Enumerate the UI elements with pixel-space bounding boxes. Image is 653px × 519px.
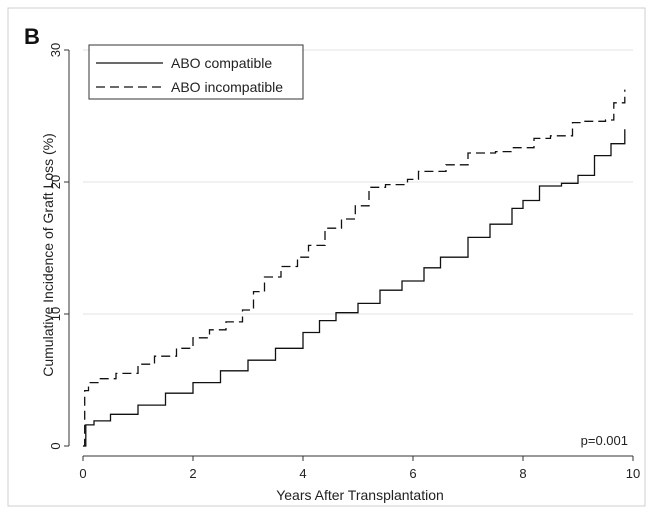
legend-box	[88, 44, 304, 100]
x-tick-label-2: 2	[189, 466, 196, 481]
x-tick-label-10: 10	[626, 466, 640, 481]
panel-label: B	[24, 24, 40, 49]
y-tick-label-30: 30	[48, 43, 63, 57]
y-axis-label: Cumulative Incidence of Graft Loss (%)	[40, 133, 56, 377]
x-axis-label: Years After Transplantation	[276, 487, 444, 503]
series-layer	[83, 89, 626, 447]
x-tick-label-6: 6	[409, 466, 416, 481]
figure-border	[7, 7, 646, 507]
y-tick-label-0: 0	[48, 442, 63, 449]
x-tick-label-8: 8	[519, 466, 526, 481]
legend-label-abo-incompatible: ABO incompatible	[171, 79, 283, 95]
axes: 0 10 20 30 0 2 4 6 8 10	[48, 43, 640, 481]
legend-label-abo-compatible: ABO compatible	[171, 55, 272, 71]
series-line-abo-incompatible	[83, 89, 626, 447]
x-tick-label-4: 4	[299, 466, 306, 481]
legend: ABO compatible ABO incompatible	[88, 44, 304, 100]
x-tick-label-0: 0	[79, 466, 86, 481]
p-value-annotation: p=0.001	[581, 433, 628, 448]
y-tick-label-20: 20	[48, 175, 63, 189]
series-line-abo-compatible	[83, 129, 626, 447]
y-tick-label-10: 10	[48, 307, 63, 321]
